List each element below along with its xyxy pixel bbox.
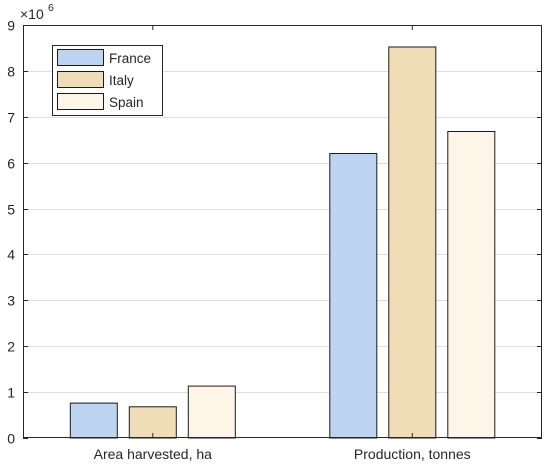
bar-spain-production: [447, 131, 496, 439]
bars: [69, 46, 496, 439]
bar-france-area-harvested: [69, 402, 118, 439]
multiplier-base: ×10: [20, 6, 44, 22]
y-axis-ticks: 0 1 2 3 4 5 6 7 8 9: [7, 18, 542, 447]
y-tick-label: 5: [7, 202, 15, 218]
y-tick-label: 2: [7, 339, 15, 355]
axes: [23, 25, 542, 438]
legend-label-spain: Spain: [109, 95, 144, 110]
y-tick-label: 0: [7, 431, 15, 447]
legend-label-france: France: [109, 51, 151, 66]
legend-swatch-france: [57, 49, 104, 66]
bar-italy-production: [388, 46, 437, 439]
y-tick-label: 7: [7, 110, 15, 126]
y-tick-label: 9: [7, 18, 15, 34]
x-tick-label: Production, tonnes: [354, 446, 471, 462]
y-tick-label: 1: [7, 385, 15, 401]
legend: France Italy Spain: [52, 45, 163, 116]
legend-swatch-italy: [57, 71, 104, 88]
x-tick-label: Area harvested, ha: [94, 446, 213, 462]
y-tick-label: 8: [7, 64, 15, 80]
legend-label-italy: Italy: [109, 73, 134, 88]
y-tick-label: 4: [7, 247, 15, 263]
bar-spain-area-harvested: [187, 385, 236, 439]
legend-swatch-spain: [57, 93, 104, 110]
bar-france-production: [329, 153, 378, 439]
y-tick-label: 3: [7, 293, 15, 309]
bar-italy-area-harvested: [128, 406, 177, 439]
multiplier-exponent: 6: [48, 2, 54, 14]
y-axis-multiplier: ×10 6: [20, 2, 54, 22]
plot-frame: [23, 25, 542, 438]
y-tick-label: 6: [7, 156, 15, 172]
x-axis-labels: Area harvested, ha Production, tonnes: [94, 446, 471, 462]
